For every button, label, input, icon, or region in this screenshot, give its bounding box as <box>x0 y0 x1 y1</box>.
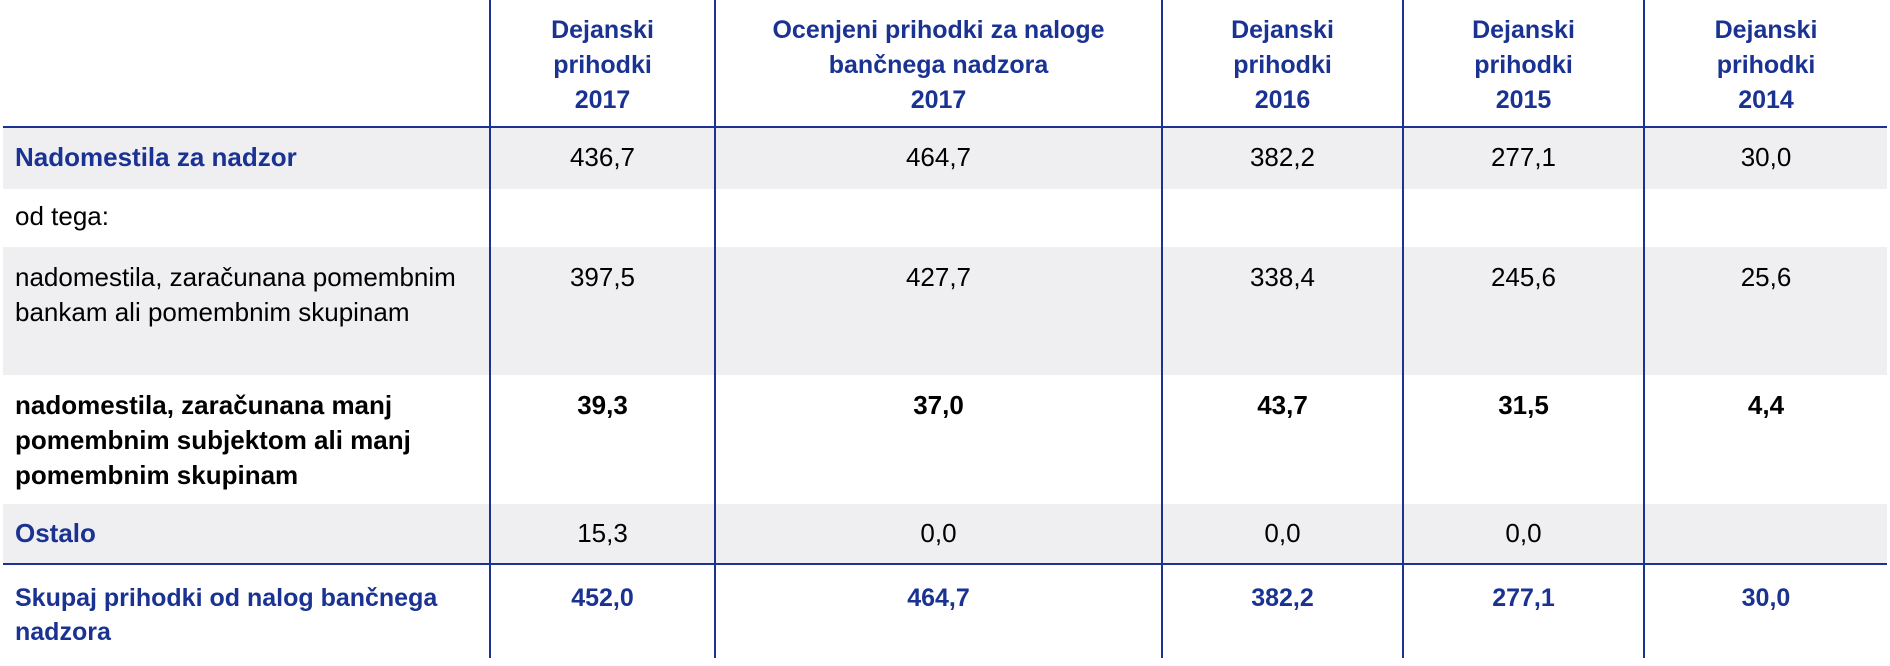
header-actual-2016: Dejanski prihodki 2016 <box>1161 0 1403 128</box>
table-cell: 338,4 <box>1161 247 1403 375</box>
row-label: Ostalo <box>3 504 490 564</box>
table-cell: 397,5 <box>489 247 715 375</box>
header-actual-2017: Dejanski prihodki 2017 <box>489 0 715 128</box>
header-line: prihodki <box>1716 51 1816 79</box>
table-cell: 427,7 <box>714 247 1162 375</box>
table-cell: 452,0 <box>489 563 715 658</box>
header-line: 2014 <box>1738 86 1794 114</box>
header-line: Ocenjeni prihodki za naloge <box>772 16 1105 44</box>
table-cell: 382,2 <box>1161 127 1403 189</box>
row-label: od tega: <box>15 201 109 231</box>
row-label: Skupaj prihodki od nalog bančnega nadzor… <box>3 563 490 658</box>
table-cell: 464,7 <box>714 127 1162 189</box>
table-row-less-significant: nadomestila, zaračunana manj pomembnim s… <box>3 375 1887 504</box>
table-cell <box>489 189 715 247</box>
row-label: Nadomestila za nadzor <box>3 127 490 189</box>
table-cell <box>1643 504 1887 564</box>
header-line: Dejanski <box>1231 16 1334 44</box>
table-row-significant-banks: nadomestila, zaračunana pomembnim bankam… <box>3 247 1887 375</box>
table-cell: 30,0 <box>1643 563 1887 658</box>
table-cell: 4,4 <box>1643 375 1887 504</box>
table-cell: 436,7 <box>489 127 715 189</box>
table-row-total: Skupaj prihodki od nalog bančnega nadzor… <box>3 563 1887 658</box>
header-line: prihodki <box>553 51 652 79</box>
table-cell: 277,1 <box>1402 127 1644 189</box>
table-cell: 0,0 <box>1161 504 1403 564</box>
header-actual-2015: Dejanski prihodki 2015 <box>1402 0 1644 128</box>
table-cell: 0,0 <box>714 504 1162 564</box>
table-cell: 464,7 <box>714 563 1162 658</box>
header-line: 2016 <box>1254 86 1311 114</box>
table-cell: 277,1 <box>1402 563 1644 658</box>
table-cell: 15,3 <box>489 504 715 564</box>
table-cell: 39,3 <box>489 375 715 504</box>
row-label: nadomestila, zaračunana pomembnim bankam… <box>3 247 490 375</box>
table-cell: 43,7 <box>1161 375 1403 504</box>
table-row-other: Ostalo 15,3 0,0 0,0 0,0 <box>3 504 1887 564</box>
header-row: Dejanski prihodki 2017 Ocenjeni prihodki… <box>3 0 1887 128</box>
header-empty-cell <box>3 0 490 128</box>
table-cell: 0,0 <box>1402 504 1644 564</box>
header-line: Dejanski <box>1714 16 1818 44</box>
header-line: prihodki <box>1474 51 1573 79</box>
header-line: bančnega nadzora <box>828 51 1049 79</box>
header-line: 2017 <box>910 86 967 114</box>
header-line: 2017 <box>574 86 631 114</box>
header-actual-2014: Dejanski prihodki 2014 <box>1643 0 1887 128</box>
row-label: nadomestila, zaračunana manj pomembnim s… <box>15 390 411 490</box>
header-line: Dejanski <box>551 16 654 44</box>
table-cell: 31,5 <box>1402 375 1644 504</box>
table-cell: 37,0 <box>714 375 1162 504</box>
header-line: Dejanski <box>1472 16 1575 44</box>
header-estimated-2017: Ocenjeni prihodki za naloge bančnega nad… <box>714 0 1162 128</box>
table-row-supervisory-fees: Nadomestila za nadzor 436,7 464,7 382,2 … <box>3 127 1887 189</box>
table-cell: 30,0 <box>1643 127 1887 189</box>
header-line: 2015 <box>1495 86 1552 114</box>
table-cell: 382,2 <box>1161 563 1403 658</box>
table-cell <box>1643 189 1887 247</box>
table-cell <box>1161 189 1403 247</box>
table-cell <box>1402 189 1644 247</box>
revenue-table: Dejanski prihodki 2017 Ocenjeni prihodki… <box>3 0 1887 658</box>
table-cell: 245,6 <box>1402 247 1644 375</box>
table-cell <box>714 189 1162 247</box>
table-row-of-which: od tega: <box>3 189 1887 247</box>
table-cell: 25,6 <box>1643 247 1887 375</box>
header-line: prihodki <box>1233 51 1332 79</box>
